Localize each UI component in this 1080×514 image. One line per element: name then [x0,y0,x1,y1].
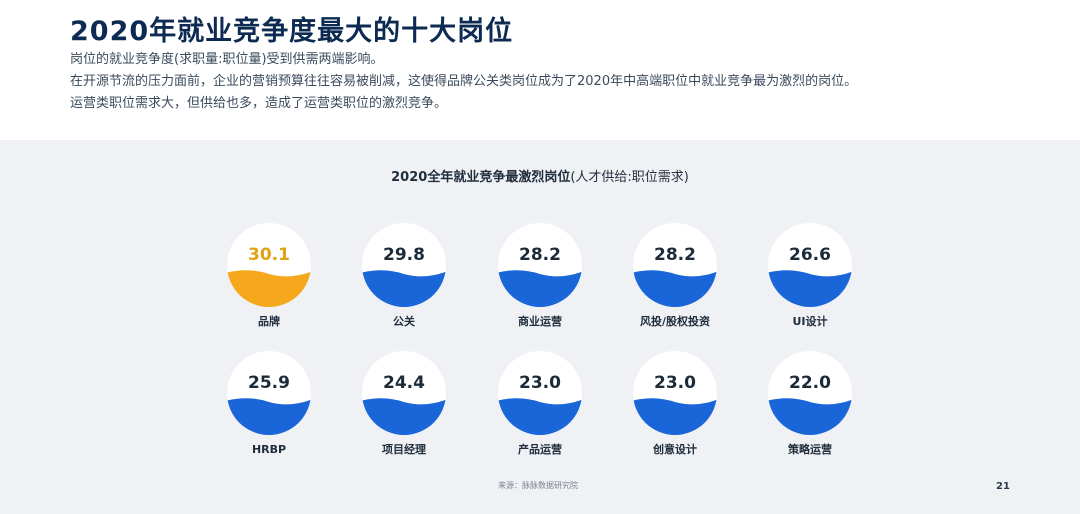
bubble-0: 30.1 品牌 [227,223,311,328]
bubble-5: 25.9 HRBP [227,351,311,456]
chart-title: 2020全年就业竞争最激烈岗位(人才供给:职位需求) [0,166,1080,185]
page-title: 2020年就业竞争度最大的十大岗位 [70,16,514,47]
bubble-wave-fill [362,398,446,435]
bubble-value-label: 25.9 [248,373,290,393]
header: 2020年就业竞争度最大的十大岗位 岗位的就业竞争度(求职量:职位量)受到供需两… [0,0,1080,140]
description-line-2: 在开源节流的压力面前，企业的营销预算往往容易被削减，这使得品牌公关类岗位成为了2… [70,74,858,89]
bubble-wave-fill [362,270,446,307]
description-line-1: 岗位的就业竞争度(求职量:职位量)受到供需两端影响。 [70,52,384,67]
bubble-4: 26.6 UI设计 [768,223,852,328]
bubble-wave-fill [768,270,852,307]
bubble-category-label: 创意设计 [652,442,697,456]
bubble-value-label: 22.0 [789,373,831,393]
bubble-category-label: 项目经理 [382,442,426,456]
bubble-category-label: UI设计 [792,314,827,328]
chart-panel: 2020全年就业竞争最激烈岗位(人才供给:职位需求) 30.1 品牌 29.8 公关 2… [0,140,1080,514]
bubble-category-label: 公关 [393,314,415,328]
bubble-value-label: 23.0 [654,373,696,393]
bubble-category-label: 商业运营 [518,314,562,328]
bubble-wave-fill [227,270,311,307]
description-line-3: 运营类职位需求大，但供给也多，造成了运营类职位的激烈竞争。 [70,96,448,111]
bubble-value-label: 28.2 [519,245,561,265]
bubble-7: 23.0 产品运营 [498,351,582,456]
bubble-value-label: 30.1 [248,245,290,265]
bubble-value-label: 26.6 [789,245,831,265]
bubble-1: 29.8 公关 [362,223,446,328]
bubble-wave-fill [227,398,311,435]
chart-title-main: 2020全年就业竞争最激烈岗位 [391,170,571,185]
bubble-value-label: 29.8 [383,245,425,265]
source-note: 来源：脉脉数据研究院 [498,481,578,490]
chart-title-sub: (人才供给:职位需求) [570,170,689,185]
bubble-wave-fill [768,398,852,435]
bubble-value-label: 24.4 [383,373,425,393]
bubble-3: 28.2 风投/股权投资 [633,223,717,328]
bubble-2: 28.2 商业运营 [498,223,582,328]
bubble-category-label: HRBP [252,443,286,456]
bubble-6: 24.4 项目经理 [362,351,446,456]
bubble-wave-fill [633,398,717,435]
bubble-9: 22.0 策略运营 [768,351,852,456]
bubble-wave-fill [498,270,582,307]
bubble-wave-fill [498,398,582,435]
page-number: 21 [996,481,1010,492]
bubble-value-label: 28.2 [654,245,696,265]
bubble-category-label: 风投/股权投资 [640,314,710,328]
bubble-chart: 30.1品牌29.8公关28.2商业运营28.2风投/股权投资26.6UI设计2… [227,223,852,456]
bubble-category-label: 产品运营 [518,442,562,456]
bubble-value-label: 23.0 [519,373,561,393]
bubble-category-label: 策略运营 [787,442,832,456]
bubble-category-label: 品牌 [258,314,280,328]
bubble-wave-fill [633,270,717,307]
bubble-8: 23.0 创意设计 [633,351,717,456]
